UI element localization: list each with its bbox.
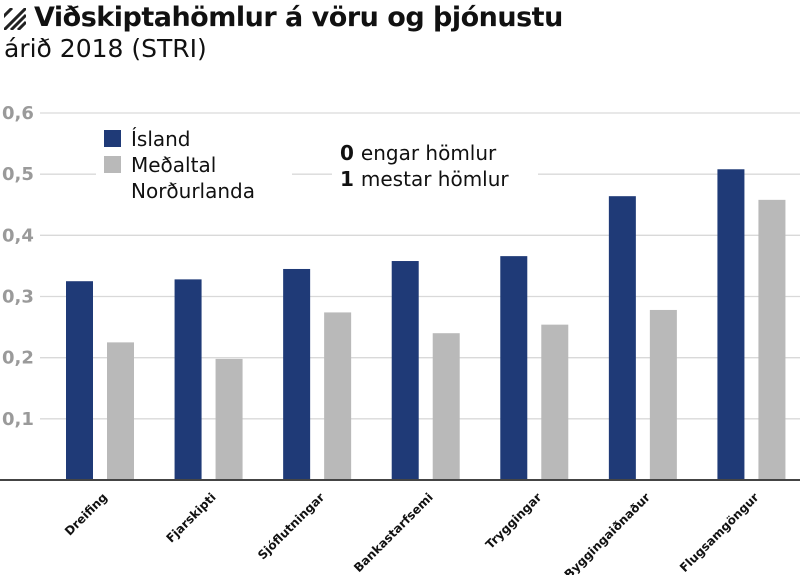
category-label: Bankastarfsemi xyxy=(351,490,436,575)
bar xyxy=(500,256,528,480)
bar xyxy=(107,342,134,480)
category-label: Sjóflutningar xyxy=(255,490,327,562)
note-text: engar hömlur xyxy=(361,141,497,165)
bars xyxy=(66,169,786,481)
legend-label: Meðaltal xyxy=(131,153,216,177)
y-tick-label: 0,2 xyxy=(2,348,34,369)
y-tick-label: 0,4 xyxy=(2,225,34,246)
y-tick-label: 0,3 xyxy=(2,287,34,308)
bar xyxy=(66,281,93,480)
legend-swatch xyxy=(104,156,121,173)
chart-header: Viðskiptahömlur á vöru og þjónustu árið … xyxy=(0,0,800,90)
y-tick-label: 0,5 xyxy=(2,164,34,185)
note-line: 1 mestar hömlur xyxy=(340,167,509,191)
legend-label: Ísland xyxy=(131,127,191,151)
bar xyxy=(717,169,745,481)
chart-subtitle: árið 2018 (STRI) xyxy=(4,34,207,63)
bar xyxy=(432,333,460,480)
bar xyxy=(174,279,202,480)
bar xyxy=(541,324,569,480)
category-label: Flugsamgöngur xyxy=(677,490,762,575)
legend-background xyxy=(96,124,292,214)
y-tick-label: 0,6 xyxy=(2,103,34,124)
bar xyxy=(215,358,243,480)
category-labels: Dreifing Fjarskipti Sjóflutningar Bankastar… xyxy=(62,490,762,575)
bar xyxy=(283,268,311,480)
y-tick-labels: 0,1 0,2 0,3 0,4 0,5 0,6 xyxy=(2,103,34,430)
category-label: Dreifing xyxy=(62,490,110,538)
bar xyxy=(324,312,352,480)
note-number: 0 xyxy=(340,141,361,165)
bar xyxy=(391,261,419,480)
note-number: 1 xyxy=(340,167,361,191)
category-label: Fjarskipti xyxy=(164,490,219,545)
note-line: 0 engar hömlur xyxy=(340,141,497,165)
y-tick-label: 0,1 xyxy=(2,409,34,430)
hatch-icon xyxy=(4,8,26,30)
bar xyxy=(758,199,786,480)
note-text: mestar hömlur xyxy=(361,167,510,191)
bar xyxy=(608,196,636,481)
chart-title: Viðskiptahömlur á vöru og þjónustu xyxy=(34,2,563,33)
legend-swatch xyxy=(104,130,121,147)
legend-label: Norðurlanda xyxy=(131,179,255,203)
note-background xyxy=(332,138,538,196)
category-label: Byggingaiðnaður xyxy=(562,490,653,575)
bar xyxy=(649,309,677,480)
category-label: Tryggingar xyxy=(483,490,545,552)
